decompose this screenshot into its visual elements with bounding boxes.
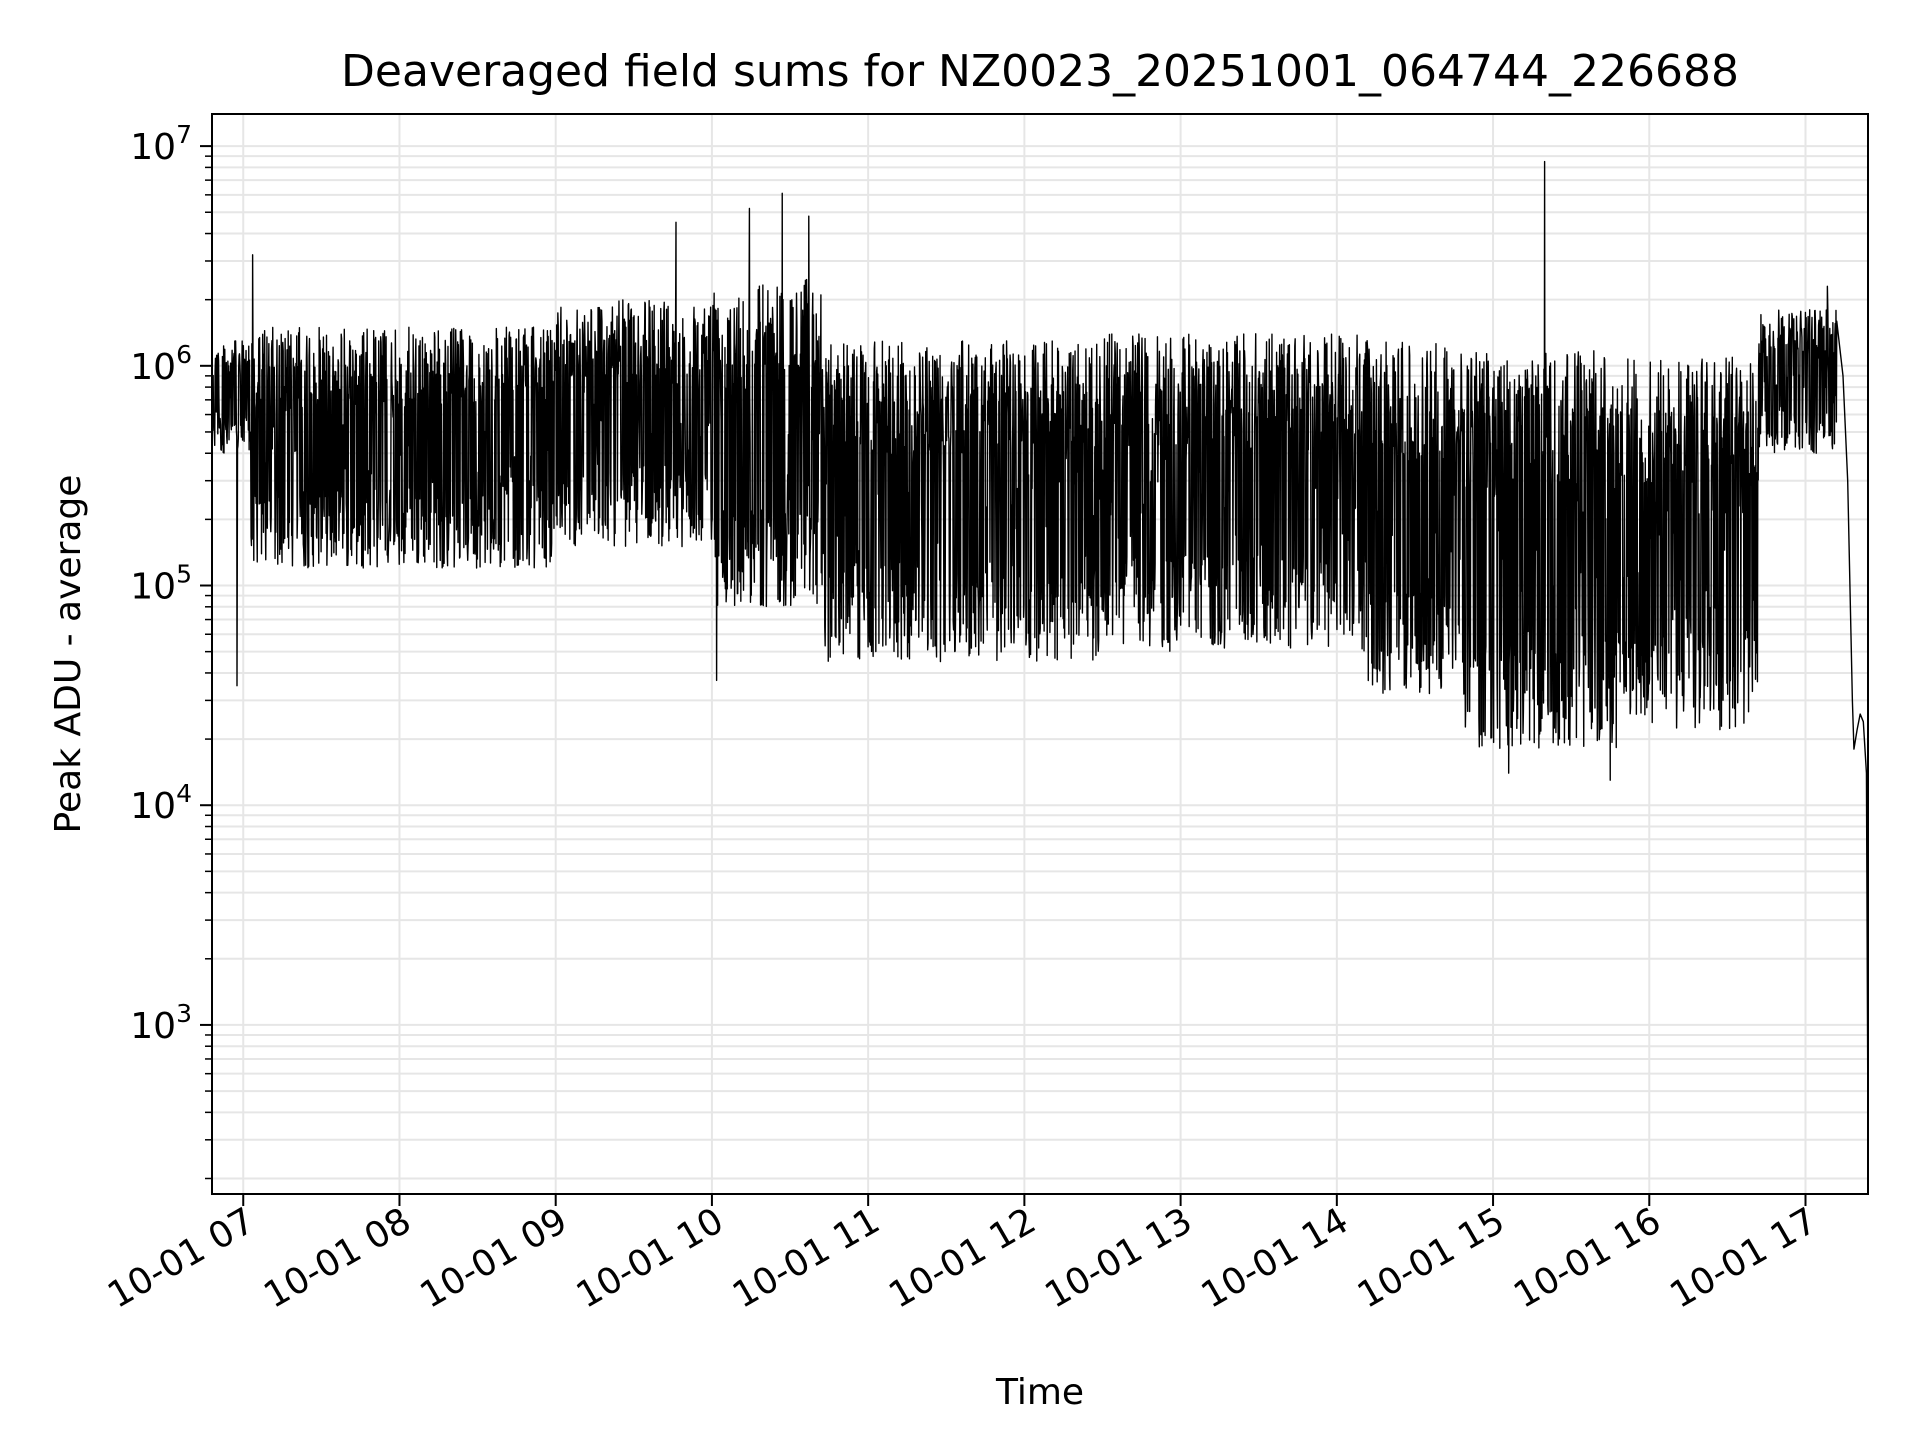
y-tick-base: 10 — [130, 567, 176, 608]
y-tick-label: 104 — [130, 779, 192, 827]
y-tick-exponent: 3 — [176, 999, 192, 1028]
series-line-field-sums — [212, 160, 1868, 1140]
y-tick-exponent: 7 — [176, 120, 192, 149]
y-tick-exponent: 5 — [176, 560, 192, 589]
y-tick-label: 105 — [130, 560, 192, 608]
chart-title: Deaveraged field sums for NZ0023_2025100… — [341, 46, 1739, 97]
y-tick-base: 10 — [130, 347, 176, 388]
y-tick-label: 106 — [130, 340, 192, 388]
y-axis-label: Peak ADU - average — [48, 475, 89, 834]
plot-frame — [211, 113, 1869, 1195]
data-series — [212, 160, 1868, 1140]
y-tick-base: 10 — [130, 1006, 176, 1047]
x-axis-label: Time — [995, 1372, 1084, 1413]
y-tick-exponent: 4 — [176, 779, 192, 808]
y-tick-label: 107 — [130, 120, 192, 168]
y-tick-exponent: 6 — [176, 340, 192, 369]
y-tick-label: 103 — [130, 999, 192, 1047]
y-tick-base: 10 — [130, 127, 176, 168]
y-tick-base: 10 — [130, 786, 176, 827]
